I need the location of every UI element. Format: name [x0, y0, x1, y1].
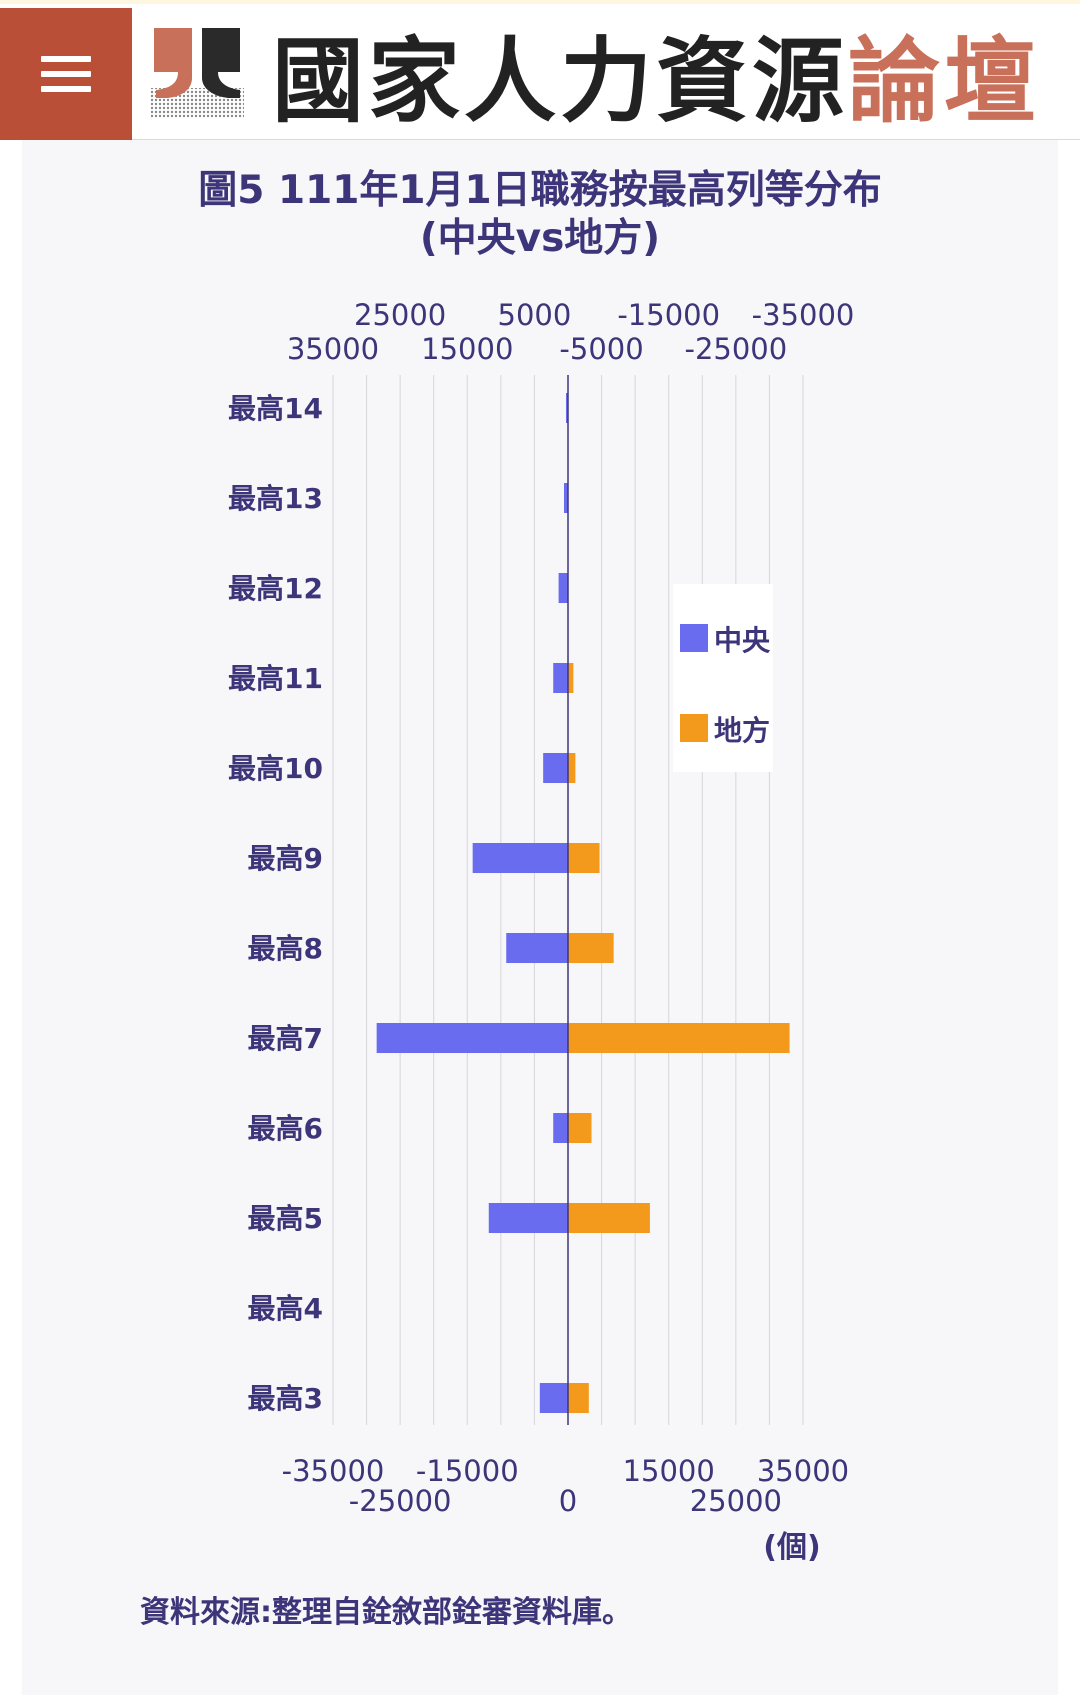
bar-local	[568, 1023, 790, 1053]
site-header: 國家人力資源 論壇	[0, 0, 1080, 140]
header-top-line	[0, 0, 1080, 4]
bar-local	[568, 663, 574, 693]
bar-local	[568, 933, 614, 963]
bar-local	[568, 843, 600, 873]
menu-button[interactable]	[0, 8, 132, 140]
top-tick-label: 25000	[354, 298, 446, 332]
brand-accent-text: 論壇	[848, 26, 1041, 135]
top-tick-label: -5000	[559, 332, 643, 366]
category-label: 最高3	[248, 1382, 323, 1415]
bottom-tick-label: -15000	[416, 1454, 519, 1488]
top-tick-label: -25000	[684, 332, 787, 366]
bar-local	[568, 753, 576, 783]
bar-central	[539, 1383, 568, 1413]
bar-local	[568, 1113, 592, 1143]
bar-central	[558, 573, 568, 603]
chart-title-line1: 圖5 111年1月1日職務按最高列等分布	[198, 168, 882, 213]
category-label: 最高9	[248, 842, 323, 875]
bar-central	[472, 843, 568, 873]
unit-label: (個)	[763, 1530, 820, 1565]
top-tick-label: -35000	[752, 298, 855, 332]
bottom-tick-label: 25000	[690, 1484, 782, 1518]
bar-central	[543, 753, 568, 783]
legend-swatch	[680, 714, 708, 742]
legend-label: 中央	[714, 624, 771, 657]
category-label: 最高6	[248, 1112, 323, 1145]
legend-swatch	[680, 624, 708, 652]
bar-local	[568, 1383, 589, 1413]
site-brand[interactable]: 國家人力資源 論壇	[272, 18, 1040, 135]
bar-central	[565, 393, 568, 423]
bar-local	[568, 1203, 650, 1233]
bottom-tick-label: 35000	[757, 1454, 849, 1488]
category-label: 最高5	[248, 1202, 323, 1235]
category-label: 最高7	[248, 1022, 323, 1055]
source-note: 資料來源:整理自銓敘部銓審資料庫。	[140, 1595, 632, 1630]
category-label: 最高11	[228, 662, 323, 695]
bar-central	[376, 1023, 568, 1053]
category-label: 最高13	[228, 482, 323, 515]
bar-central	[488, 1203, 568, 1233]
chart-title-line2: (中央vs地方)	[419, 216, 661, 261]
bar-central	[553, 663, 568, 693]
bottom-tick-label: -35000	[282, 1454, 385, 1488]
bar-central	[563, 483, 568, 513]
legend-label: 地方	[714, 714, 770, 747]
brand-main-text: 國家人力資源	[272, 26, 849, 135]
category-label: 最高10	[228, 752, 323, 785]
bottom-tick-label: -25000	[349, 1484, 452, 1518]
category-label: 最高4	[248, 1292, 323, 1325]
chart-card	[22, 140, 1058, 1695]
bottom-tick-label: 0	[559, 1484, 577, 1518]
category-label: 最高12	[228, 572, 323, 605]
bottom-tick-label: 15000	[623, 1454, 715, 1488]
hamburger-menu-icon[interactable]	[41, 56, 91, 92]
bar-central	[506, 933, 568, 963]
category-label: 最高8	[248, 932, 323, 965]
forum-logo-icon[interactable]	[146, 22, 246, 120]
top-tick-label: 15000	[421, 332, 513, 366]
top-tick-label: 5000	[498, 298, 572, 332]
category-label: 最高14	[228, 392, 323, 425]
top-tick-label: -15000	[617, 298, 720, 332]
top-tick-label: 35000	[287, 332, 379, 366]
bar-central	[553, 1113, 568, 1143]
